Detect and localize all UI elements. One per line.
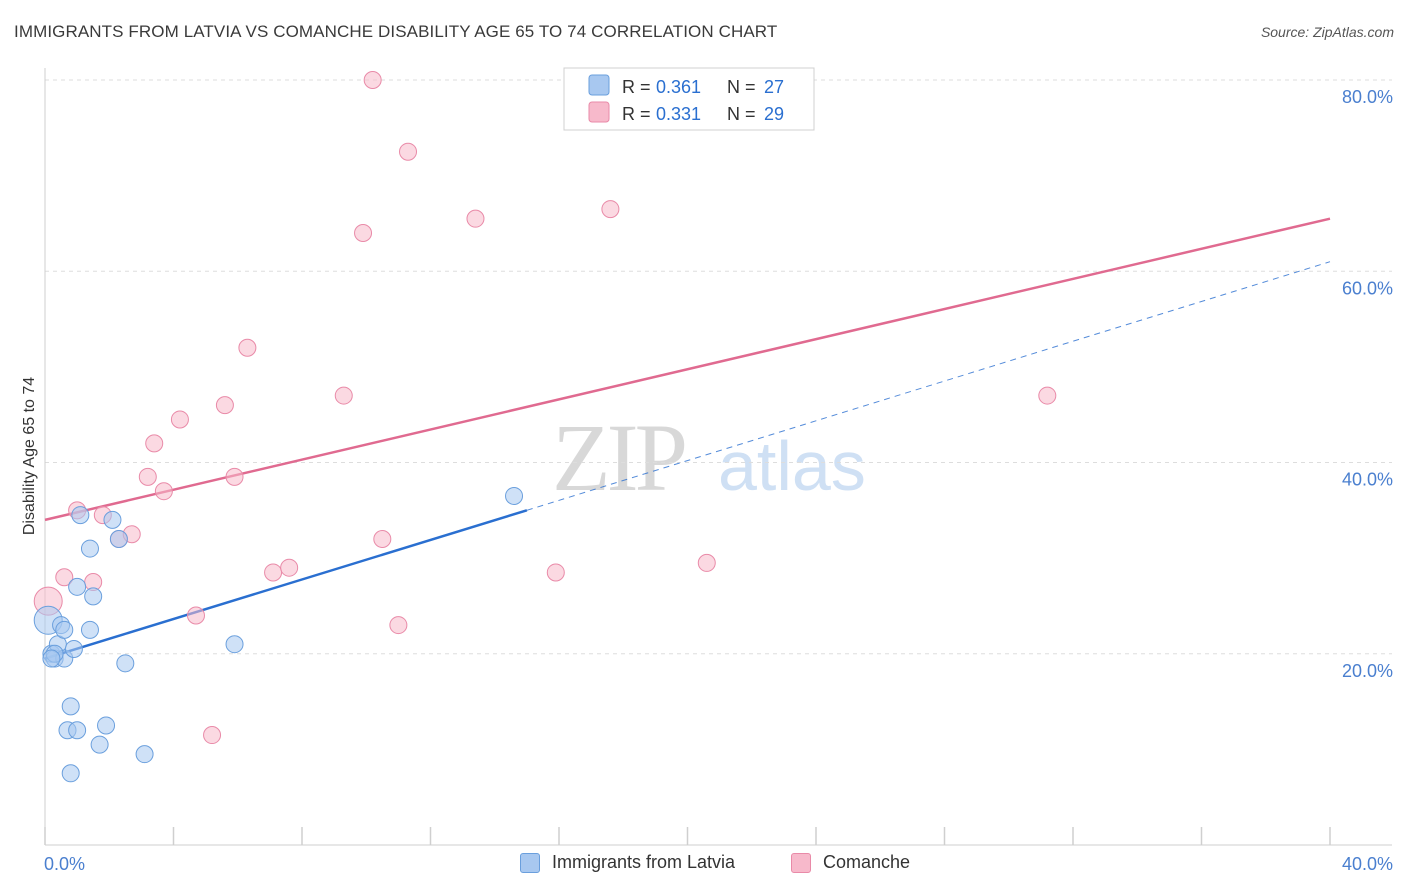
legend-label-latvia: Immigrants from Latvia xyxy=(552,852,736,872)
point-comanche xyxy=(1038,386,1057,405)
point-latvia xyxy=(61,697,80,716)
legend-item-comanche: Comanche xyxy=(791,852,910,873)
axes xyxy=(44,68,1392,846)
point-comanche xyxy=(399,142,418,161)
stats-n-value-blue: 27 xyxy=(764,77,784,97)
point-comanche xyxy=(466,209,485,228)
point-comanche xyxy=(697,553,716,572)
point-comanche xyxy=(264,563,283,582)
point-latvia xyxy=(225,635,244,654)
watermark-zip: ZIP xyxy=(552,404,685,511)
point-comanche xyxy=(203,726,222,745)
point-latvia xyxy=(55,620,74,639)
stats-r-label-pink: R = xyxy=(622,104,651,124)
y-tick-label: 80.0% xyxy=(1342,87,1393,107)
point-comanche xyxy=(145,434,164,453)
point-comanche xyxy=(138,467,157,486)
point-latvia xyxy=(135,745,154,764)
source-label: Source: ZipAtlas.com xyxy=(1260,24,1394,40)
point-latvia xyxy=(68,577,87,596)
point-latvia xyxy=(80,539,99,558)
legend-item-latvia: Immigrants from Latvia xyxy=(520,852,735,873)
stats-n-label-blue: N = xyxy=(727,77,756,97)
point-comanche xyxy=(170,410,189,429)
point-comanche xyxy=(354,224,373,242)
point-comanche xyxy=(55,568,74,587)
point-latvia xyxy=(68,721,87,740)
point-latvia xyxy=(103,510,122,529)
scatter-points xyxy=(33,71,1057,783)
point-latvia xyxy=(84,587,103,606)
point-latvia xyxy=(116,654,135,673)
y-axis-label: Disability Age 65 to 74 xyxy=(21,377,38,535)
grid-lines xyxy=(45,79,1392,655)
trend-line-comanche xyxy=(44,217,1331,522)
point-comanche xyxy=(215,396,234,415)
point-comanche xyxy=(546,563,565,582)
y-tick-labels: 20.0% 40.0% 60.0% 80.0% xyxy=(1342,87,1393,681)
trend-line-latvia xyxy=(44,509,528,660)
point-latvia xyxy=(61,764,80,783)
x-tick-label: 40.0% xyxy=(1342,854,1393,874)
stats-r-label-blue: R = xyxy=(622,77,651,97)
stats-swatch-blue xyxy=(588,74,610,96)
point-comanche xyxy=(373,530,392,548)
stats-box: R = 0.361 N = 27 R = 0.331 N = 29 xyxy=(563,67,815,131)
point-latvia xyxy=(90,735,109,754)
point-latvia xyxy=(64,639,83,658)
legend-swatch-blue xyxy=(520,852,540,873)
point-comanche xyxy=(238,338,257,357)
trend-line-latvia-extension xyxy=(526,261,1331,511)
y-tick-label: 20.0% xyxy=(1342,661,1393,681)
trend-lines xyxy=(44,217,1331,660)
point-latvia xyxy=(505,486,524,505)
point-comanche xyxy=(154,482,173,501)
y-tick-label: 60.0% xyxy=(1342,278,1393,298)
point-comanche xyxy=(601,200,620,219)
point-comanche xyxy=(334,386,353,405)
stats-r-value-blue: 0.361 xyxy=(656,77,701,97)
point-comanche xyxy=(363,71,382,89)
point-comanche xyxy=(280,558,299,577)
legend-swatch-pink xyxy=(791,852,811,873)
point-latvia xyxy=(80,620,99,639)
x-tick-label: 0.0% xyxy=(44,854,85,874)
point-latvia xyxy=(42,649,61,668)
y-tick-label: 40.0% xyxy=(1342,470,1393,490)
legend-label-comanche: Comanche xyxy=(823,852,911,872)
point-comanche xyxy=(186,606,205,625)
chart-title: IMMIGRANTS FROM LATVIA VS COMANCHE DISAB… xyxy=(14,22,778,41)
point-latvia xyxy=(97,716,116,735)
stats-r-value-pink: 0.331 xyxy=(656,104,701,124)
point-latvia xyxy=(109,530,128,548)
point-comanche xyxy=(389,616,408,635)
x-tick-labels: 0.0% 40.0% xyxy=(44,854,1393,874)
stats-n-value-pink: 29 xyxy=(764,104,784,124)
stats-swatch-pink xyxy=(588,101,610,123)
stats-n-label-pink: N = xyxy=(727,104,756,124)
point-latvia xyxy=(71,506,90,525)
point-comanche xyxy=(225,467,244,486)
watermark-atlas: atlas xyxy=(718,427,866,505)
